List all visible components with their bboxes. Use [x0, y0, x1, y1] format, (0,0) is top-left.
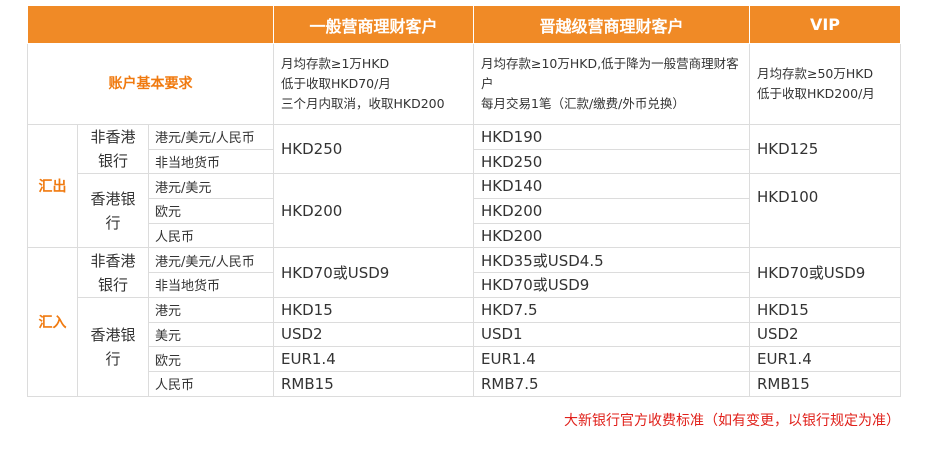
fee: HKD35或USD4.5: [473, 247, 750, 274]
bank-label: 香港银行: [77, 296, 149, 397]
row: 非当地货币 HKD70或USD9: [28, 272, 901, 298]
fee: HKD250: [273, 123, 474, 175]
fee-table: 一般营商理财客户 晋越级营商理财客户 VIP 账户基本要求 月均存款≥1万HKD…: [27, 5, 901, 397]
footnote: 大新银行官方收费标准（如有变更，以银行规定为准）: [564, 413, 900, 429]
row: 欧元 EUR1.4 EUR1.4 EUR1.4: [28, 346, 901, 372]
header-row: 一般营商理财客户 晋越级营商理财客户 VIP: [27, 5, 901, 44]
header: VIP: [749, 5, 901, 44]
cell: 月均存款≥50万HKD 低于收取HKD200/月: [749, 43, 901, 125]
fee: USD2: [749, 321, 901, 348]
currency: 港元/美元/人民币: [148, 247, 274, 274]
fee: EUR1.4: [473, 346, 750, 372]
row: 汇出 非香港银行 港元/美元/人民币 HKD250 HKD190 HKD125: [27, 123, 901, 249]
row: 人民币 RMB15 RMB7.5 RMB15: [28, 370, 901, 397]
currency: 港元/美元/人民币: [148, 124, 274, 150]
fee: HKD70或USD9: [273, 247, 474, 298]
fee: HKD200: [273, 173, 474, 249]
section-label: 汇入: [27, 247, 78, 397]
row: 汇入 非香港银行 港元/美元/人民币 HKD70或USD9 HKD35或USD4…: [27, 247, 901, 397]
currency: 人民币: [148, 222, 274, 249]
header: 晋越级营商理财客户: [473, 5, 750, 44]
header: 一般营商理财客户: [273, 5, 474, 44]
section-label: 汇出: [27, 123, 78, 249]
fee: RMB7.5: [473, 370, 750, 397]
line: 低于收取HKD200/月: [757, 86, 875, 101]
line: 月均存款≥1万HKD: [281, 56, 390, 71]
row: 香港银行 港元 HKD15 HKD7.5 HKD15: [28, 296, 901, 397]
fee: HKD15: [749, 296, 901, 323]
fee: HKD70或USD9: [473, 272, 750, 298]
line: 三个月内取消，收取HKD200: [281, 96, 445, 111]
fee: HKD250: [473, 148, 750, 175]
line: 月均存款≥50万HKD: [757, 66, 874, 81]
currency: 欧元: [148, 346, 274, 372]
row: 欧元 HKD200: [28, 198, 901, 224]
fee: HKD200: [473, 222, 750, 249]
fee: HKD7.5: [473, 296, 750, 323]
fee: USD1: [473, 321, 750, 348]
requirements-row: 账户基本要求 月均存款≥1万HKD 低于收取HKD70/月三个月内取消，收取HKD…: [27, 43, 901, 125]
fee: HKD125: [749, 123, 901, 175]
fee: HKD15: [273, 296, 474, 323]
line: 月均存款≥10万HKD,低于降为一般营商理财客户: [481, 56, 739, 91]
fee: HKD100: [749, 173, 901, 249]
currency: 港元: [148, 296, 274, 323]
row-label: 账户基本要求: [27, 43, 274, 125]
row: 香港银行 港元/美元 HKD200 HKD140 HKD100: [28, 173, 901, 249]
currency: 非当地货币: [148, 148, 274, 175]
bank-label: 非香港银行: [77, 247, 149, 298]
row: 人民币 HKD200: [28, 222, 901, 249]
currency: 美元: [148, 321, 274, 348]
line: 每月交易1笔（汇款/缴费/外币兑换）: [481, 96, 685, 111]
bank-label: 非香港银行: [77, 123, 149, 175]
line: 低于收取HKD70/月: [281, 76, 391, 91]
currency: 欧元: [148, 198, 274, 224]
fee: RMB15: [749, 370, 901, 397]
cell: 月均存款≥10万HKD,低于降为一般营商理财客户每月交易1笔（汇款/缴费/外币兑…: [473, 43, 750, 125]
fee: EUR1.4: [749, 346, 901, 372]
currency: 港元/美元: [148, 173, 274, 200]
fee: EUR1.4: [273, 346, 474, 372]
row: 非当地货币 HKD250: [28, 148, 901, 175]
row: 美元 USD2 USD1 USD2: [28, 321, 901, 348]
bank-label: 香港银行: [77, 173, 149, 249]
fee: HKD200: [473, 198, 750, 224]
currency: 人民币: [148, 370, 274, 397]
fee: USD2: [273, 321, 474, 348]
blank-header: [27, 5, 274, 44]
fee: HKD70或USD9: [749, 247, 901, 298]
currency: 非当地货币: [148, 272, 274, 298]
fee: HKD190: [473, 124, 750, 150]
fee: RMB15: [273, 370, 474, 397]
cell: 月均存款≥1万HKD 低于收取HKD70/月三个月内取消，收取HKD200: [273, 43, 474, 125]
fee: HKD140: [473, 173, 750, 200]
